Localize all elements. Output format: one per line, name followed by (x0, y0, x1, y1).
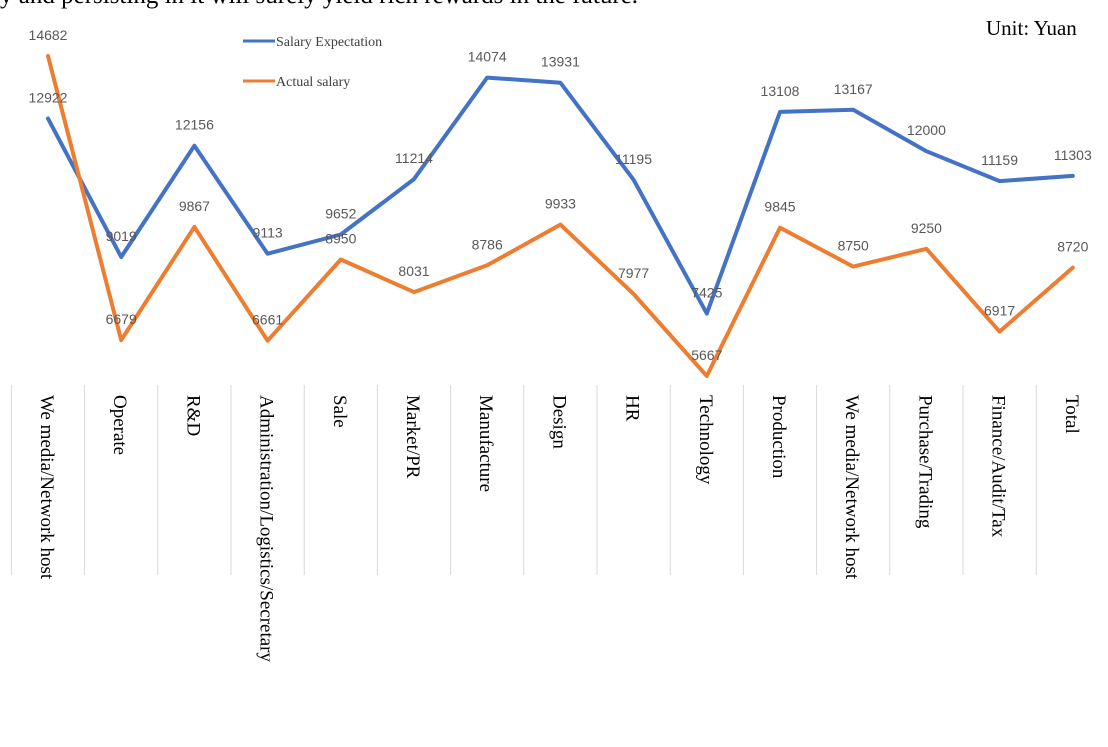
data-label: 8031 (398, 263, 429, 279)
category-label: Manufacture (475, 395, 496, 492)
category-label: HR (622, 395, 643, 422)
data-label: 9019 (106, 228, 137, 244)
data-label: 6661 (252, 312, 283, 328)
data-label: 8750 (838, 238, 869, 254)
category-label: Market/PR (402, 395, 423, 479)
category-label: Production (768, 395, 789, 479)
unit-label: Unit: Yuan (986, 16, 1077, 40)
data-label: 14074 (468, 49, 507, 65)
category-labels: We media/Network host Operate R&D Administr… (36, 395, 1082, 663)
data-label: 11303 (1054, 147, 1092, 163)
category-label: Design (548, 395, 569, 449)
category-label: Total (1061, 395, 1082, 434)
data-label: 8786 (472, 236, 503, 252)
data-label: 5667 (691, 347, 722, 363)
data-label: 13108 (761, 83, 800, 99)
category-label: Finance/Audit/Tax (988, 395, 1009, 538)
data-label: 11159 (981, 152, 1018, 168)
data-label: 8720 (1057, 239, 1088, 255)
series-line-0 (46, 75, 1075, 316)
data-label: 9652 (325, 206, 356, 222)
category-label: Sale (329, 395, 350, 428)
category-separators (10, 385, 1037, 575)
category-label: Purchase/Trading (914, 395, 935, 529)
legend-label: Salary Expectation (276, 35, 382, 50)
data-label: 9113 (253, 225, 283, 241)
data-label: 7425 (691, 285, 722, 301)
data-label: 9867 (179, 198, 210, 214)
data-label: 6917 (984, 303, 1015, 319)
category-label: Operate (109, 395, 130, 455)
legend-label: Actual salary (276, 75, 350, 90)
data-label: 11214 (395, 150, 433, 166)
data-label: 14682 (29, 27, 68, 43)
series-lines (46, 54, 1075, 378)
category-label: We media/Network host (36, 395, 57, 580)
data-label: 13167 (834, 81, 873, 97)
series-line-1 (46, 54, 1075, 378)
data-label: 8950 (325, 230, 356, 246)
data-label: 7977 (618, 265, 649, 281)
data-label: 12156 (175, 117, 214, 133)
data-labels: 12922 9019 12156 9113 9652 11214 14074 13931 111… (29, 27, 1092, 363)
data-label: 9845 (764, 199, 795, 215)
legend: Salary Expectation Actual salary (243, 35, 382, 90)
data-label: 9250 (911, 220, 942, 236)
data-label: 12922 (29, 89, 68, 105)
top-text: y and persisting in it will surely yield… (0, 0, 638, 10)
data-label: 11195 (615, 151, 652, 167)
data-label: 12000 (907, 122, 946, 138)
category-label: Technology (695, 395, 716, 485)
category-label: Administration/Logistics/Secretary (256, 395, 277, 663)
category-label: We media/Network host (841, 395, 862, 580)
data-label: 13931 (541, 54, 580, 70)
category-label: R&D (182, 395, 203, 436)
data-label: 6679 (106, 311, 137, 327)
data-label: 9933 (545, 196, 576, 212)
